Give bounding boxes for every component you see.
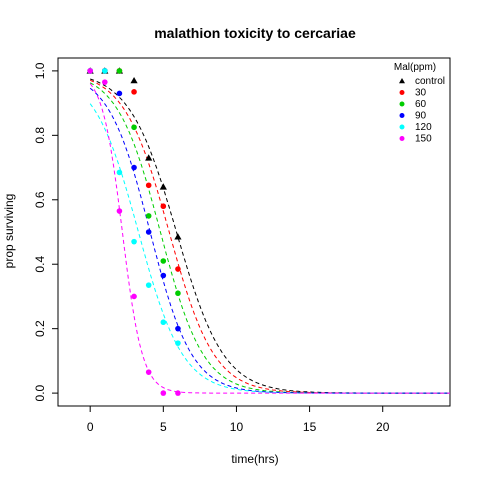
data-point-120	[161, 319, 167, 325]
data-point-150	[175, 390, 181, 396]
fit-curves	[90, 79, 450, 393]
data-point-30	[146, 182, 152, 188]
x-tick-label: 15	[303, 420, 317, 434]
data-point-90	[117, 91, 123, 97]
data-point-150	[131, 294, 137, 300]
x-tick-label: 5	[160, 420, 167, 434]
data-point-90	[146, 229, 152, 235]
data-point-150	[102, 79, 108, 85]
x-tick-label: 10	[230, 420, 244, 434]
data-point-90	[131, 165, 137, 171]
legend-label-30: 30	[415, 88, 427, 99]
legend-symbol-150	[400, 136, 405, 141]
legend-title: Mal(ppm)	[394, 62, 436, 73]
fit-curve-60	[90, 83, 450, 393]
y-tick-label: 0.6	[33, 191, 47, 208]
data-point-150	[87, 68, 93, 74]
data-point-120	[117, 170, 123, 176]
legend-label-120: 120	[415, 122, 432, 133]
y-tick-label: 0.2	[33, 320, 47, 337]
y-axis-label: prop surviving	[2, 194, 16, 269]
data-point-60	[175, 290, 181, 296]
data-point-60	[146, 213, 152, 219]
x-axis-label: time(hrs)	[231, 452, 278, 466]
data-point-120	[131, 239, 137, 245]
data-point-90	[161, 273, 167, 279]
chart-title: malathion toxicity to cercariae	[154, 25, 356, 41]
legend-symbol-120	[400, 125, 405, 130]
legend-symbol-30	[400, 90, 405, 95]
data-point-120	[146, 282, 152, 288]
data-point-150	[161, 390, 167, 396]
y-tick-label: 1.0	[33, 62, 47, 79]
legend-label-60: 60	[415, 99, 427, 110]
data-point-60	[161, 258, 167, 264]
data-point-30	[161, 203, 167, 209]
plot-frame	[58, 58, 450, 406]
data-point-150	[146, 369, 152, 375]
y-tick-label: 0.0	[33, 384, 47, 401]
fit-curve-120	[90, 104, 450, 393]
legend-label-90: 90	[415, 111, 427, 122]
legend-symbol-90	[400, 113, 405, 118]
data-point-control	[160, 183, 167, 189]
legend-symbol-control	[399, 78, 405, 83]
x-tick-label: 20	[376, 420, 390, 434]
x-tick-label: 0	[87, 420, 94, 434]
legend-label-150: 150	[415, 134, 432, 145]
data-point-120	[175, 340, 181, 346]
axes: 0 5 10 15 20 0.0 0.2 0.4 0.6 0.8 1.0	[33, 62, 390, 434]
data-point-60	[117, 68, 123, 74]
data-point-120	[102, 68, 108, 74]
data-point-60	[131, 124, 137, 130]
legend-symbol-60	[400, 102, 405, 107]
fit-curve-90	[90, 88, 450, 393]
legend-label-control: control	[415, 76, 445, 87]
y-tick-label: 0.4	[33, 256, 47, 273]
data-point-control	[130, 77, 137, 83]
data-point-30	[175, 266, 181, 272]
y-tick-label: 0.8	[33, 127, 47, 144]
fit-curve-150	[90, 84, 450, 394]
data-point-90	[175, 326, 181, 332]
data-point-30	[131, 89, 137, 95]
data-point-150	[117, 208, 123, 214]
fit-curve-control	[90, 79, 450, 393]
data-point-control	[174, 233, 181, 239]
fit-curve-30	[90, 80, 450, 393]
